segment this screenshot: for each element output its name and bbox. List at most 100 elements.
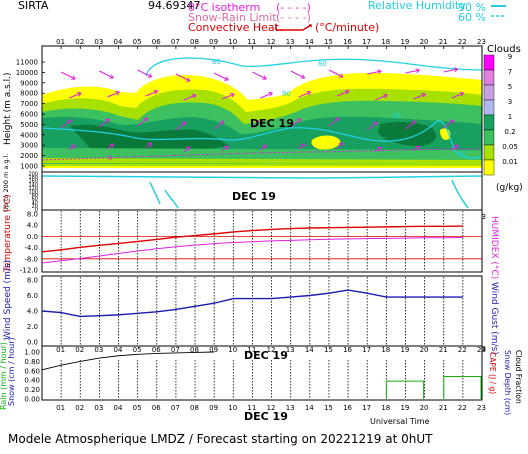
legend-isotherm-key: (- - - -) <box>276 1 311 14</box>
legend-convective-unit: (°C/minute) <box>315 21 379 34</box>
wind-arrow-head <box>411 120 416 125</box>
panel-clouds-ylabel-lower: Up to 200 m a.g.l. <box>2 153 10 212</box>
site-name: SIRTA <box>18 0 49 12</box>
temperature-line <box>41 225 463 253</box>
wind-arrow-head <box>377 69 382 75</box>
wind-arrow-head <box>296 118 302 123</box>
precip-x-tick: 20 <box>420 404 429 412</box>
temperature-ylabel: Temperature (°C) <box>3 194 13 273</box>
cloud-x-tick-top: 20 <box>420 38 429 46</box>
wind-arrow-head <box>77 91 82 97</box>
cloud-x-tick-top: 01 <box>56 38 65 46</box>
legend-convective-key <box>275 24 312 31</box>
cloud-y-tick-upper: 4000 <box>20 131 38 139</box>
panel-clouds-ylabel-upper: Height (m a.s.l.) <box>3 72 13 145</box>
wind-arrow <box>328 69 344 78</box>
cape-ylabel: CAPE (J / g) <box>488 352 497 394</box>
colorbar-swatch <box>483 114 495 131</box>
precip-x-tick: 04 <box>114 404 123 412</box>
precip-x-tick: 22 <box>458 404 467 412</box>
wind-arrow-head <box>230 92 235 98</box>
colorbar-level: 3 <box>508 98 512 106</box>
precip-x-tick: 07 <box>171 404 180 412</box>
cloud-x-tick-top: 19 <box>400 38 409 46</box>
legend-rh: Relative Humidity <box>368 0 466 12</box>
wind-arrow-head <box>258 119 263 124</box>
wind-lines <box>41 289 463 318</box>
cloud-y-tick-upper: 5000 <box>20 121 38 129</box>
wind-y-tick: 6.0 <box>27 292 38 300</box>
wind-arrow <box>145 142 152 149</box>
colorbar-title: Clouds <box>487 44 521 55</box>
humidex-line <box>41 237 463 264</box>
precip-x-tick-top: 20 <box>420 346 429 354</box>
legend-snow-rain-key: (- - - -) <box>276 11 311 24</box>
cloud-x-tick-top: 10 <box>228 38 237 46</box>
cloud-y-tick-lower: 80 <box>32 193 38 199</box>
panel-clouds: 0 80 80 90 90 60 DEC 19 Height (m a.s.l.… <box>2 38 523 221</box>
cloud-x-tick-top: 21 <box>439 38 448 46</box>
wind-arrow-head <box>415 68 420 74</box>
wind-arrow <box>175 73 191 82</box>
cloud-y-tick-upper: 6000 <box>20 111 38 119</box>
wind-arrow-head <box>300 74 306 79</box>
cloud-x-tick-top: 23 <box>477 38 486 46</box>
precip-marks <box>41 351 482 399</box>
wind-arrow <box>252 119 263 129</box>
precip-x-tick-top: 17 <box>362 346 371 354</box>
wind-arrow <box>328 117 340 127</box>
wind-arrow-head <box>115 90 120 96</box>
rh-label-3: 90 <box>282 90 291 98</box>
universal-time-label: Universal Time <box>370 417 430 426</box>
wind-speed-ylabel: Wind Speed (m/s) <box>3 260 13 340</box>
wind-arrow-head <box>224 145 229 150</box>
wind-arrow-head <box>147 73 153 78</box>
cloud-lower-band <box>42 148 482 160</box>
precip-x-tick-top: 03 <box>94 346 103 354</box>
precip-x-tick-top: 21 <box>439 346 448 354</box>
precip-x-tick: 21 <box>439 404 448 412</box>
colorbar-swatch <box>483 129 495 146</box>
wind-arrow-head <box>268 91 273 97</box>
temperature-y-tick: 0.0 <box>27 233 38 241</box>
legend-snow-rain: Snow-Rain Limit <box>188 11 277 24</box>
cloud-layer-3 <box>70 121 436 150</box>
rh-contour-upper <box>145 57 482 77</box>
precip-grid <box>60 360 464 399</box>
precip-x-tick: 23 <box>477 404 486 412</box>
panel-wind: Wind Speed (m/s) Wind Gust (m/s) 8.0 6.0 4… <box>3 260 499 355</box>
wind-arrow-head <box>421 92 426 98</box>
precip-x-tick: 08 <box>190 404 199 412</box>
precip-x-tick: 15 <box>324 404 333 412</box>
wind-arrow <box>221 145 229 152</box>
wind-arrow <box>213 72 229 81</box>
cloud-y-tick-upper: 8000 <box>20 90 38 98</box>
temperature-y-ticks: 8.0 4.0 0.0 -4.0 -8.0 -12.0 <box>20 211 38 275</box>
precip-x-tick: 10 <box>228 404 237 412</box>
lower-rh-plume <box>149 179 469 209</box>
colorbar-level: 0.2 <box>504 128 515 136</box>
cloud-y-tick-upper: 3000 <box>20 142 38 150</box>
wind-arrow <box>107 91 120 98</box>
wind-arrow <box>183 146 191 153</box>
wind-arrow-head <box>334 117 340 122</box>
cloud-x-tick-top: 11 <box>247 38 256 46</box>
precip-y-tick: 1.00 <box>24 349 40 357</box>
cloud-y-tick-lower: 20 <box>32 204 38 210</box>
wind-arrow <box>145 90 158 97</box>
cloud-y-ticks: 1100010000900080007000600050004000300020… <box>16 59 45 214</box>
cloud-y-tick-lower: 200 <box>28 172 38 178</box>
wind-arrow <box>374 146 382 153</box>
wind-arrow <box>260 144 267 151</box>
cloud-x-tick-top: 02 <box>75 38 84 46</box>
precip-x-tick-top: 07 <box>171 346 180 354</box>
wind-y-tick: 8.0 <box>27 277 38 285</box>
colorbar-level: 0.05 <box>502 143 518 151</box>
wind-speed-line <box>41 289 463 318</box>
cloud-x-tick-top: 06 <box>152 38 161 46</box>
wind-arrow-head <box>220 120 225 125</box>
wind-y-tick: 0.0 <box>27 339 38 347</box>
precip-y-tick: 0.60 <box>24 367 40 375</box>
wind-arrow-head <box>67 119 72 124</box>
panel-precip-date: DEC 19 <box>244 349 288 362</box>
